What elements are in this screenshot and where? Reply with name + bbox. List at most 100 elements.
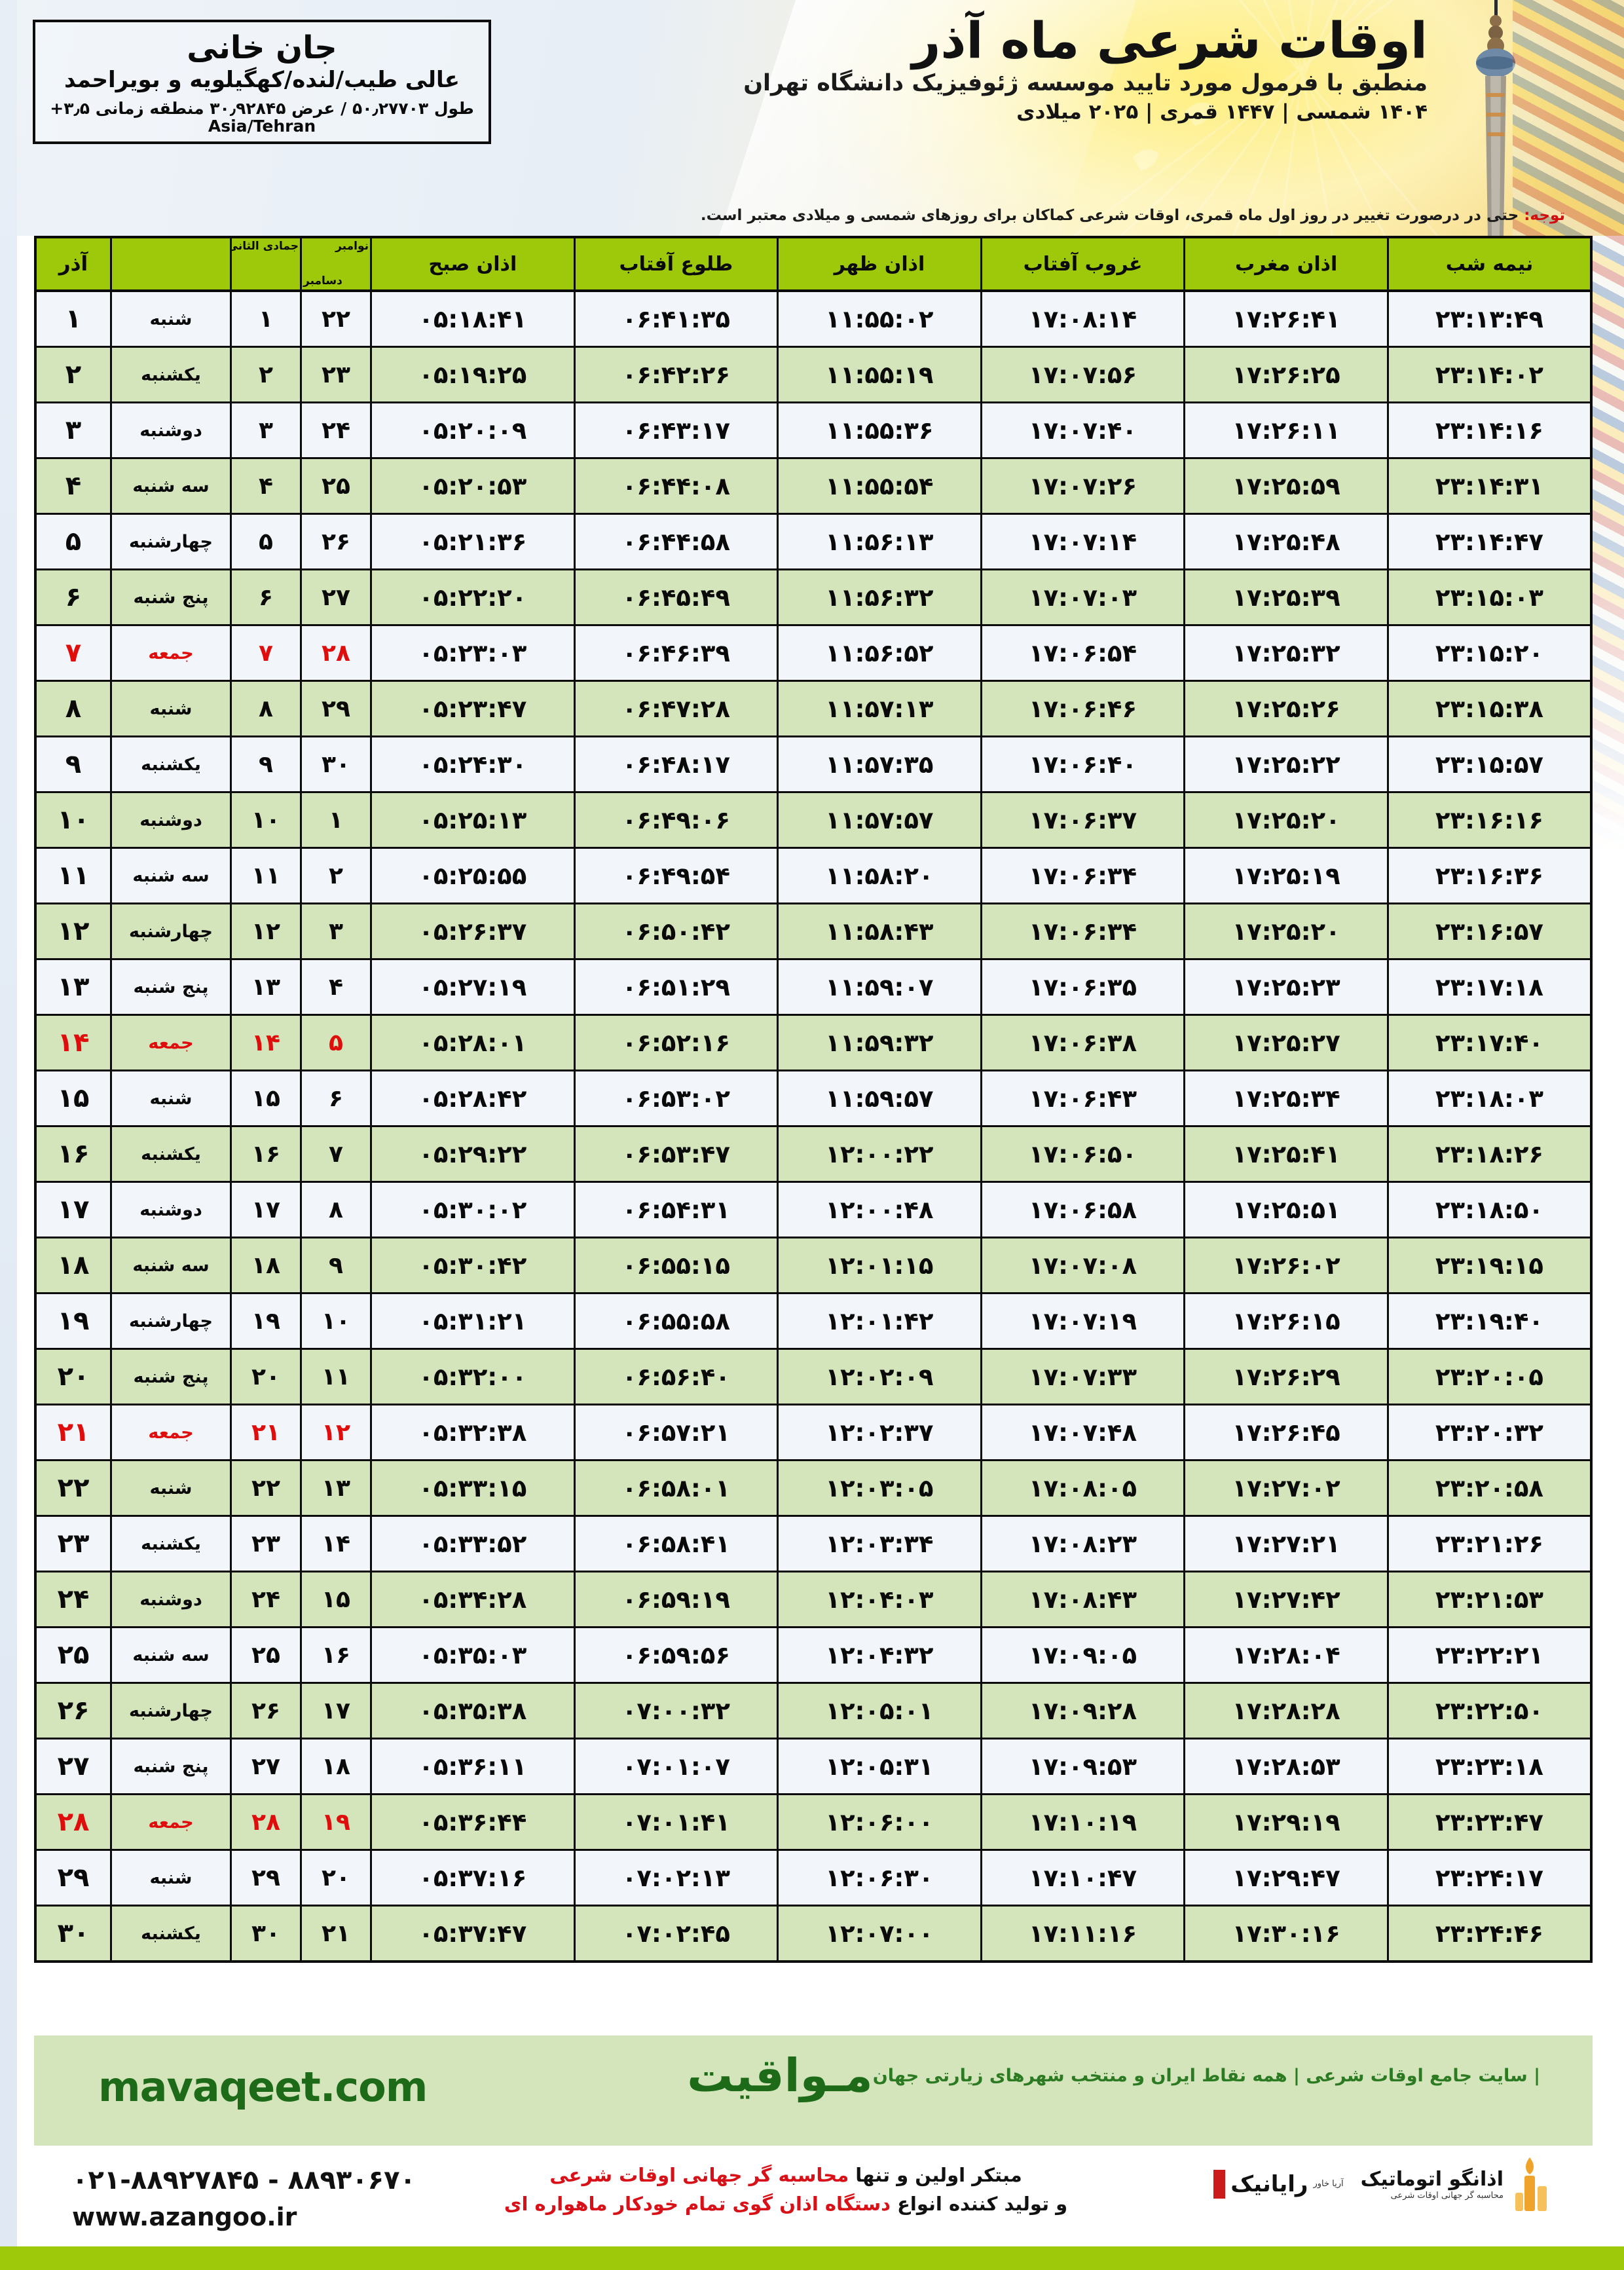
cell-zohr: ۱۲:۰۴:۳۲ bbox=[777, 1626, 982, 1683]
cell-zohr: ۱۱:۵۶:۵۲ bbox=[777, 624, 982, 681]
cell-weekday: یکشنبه bbox=[110, 1515, 231, 1572]
cell-hijri: ۱۰ bbox=[230, 791, 301, 848]
cell-hijri: ۱۴ bbox=[230, 1014, 301, 1071]
cell-greg: ۱۲ bbox=[300, 1404, 371, 1461]
cell-ghorub: ۱۷:۰۷:۰۳ bbox=[980, 568, 1185, 625]
cell-weekday: شنبه bbox=[110, 1849, 231, 1906]
cell-zohr: ۱۱:۵۶:۳۲ bbox=[777, 568, 982, 625]
cell-greg: ۲۴ bbox=[300, 401, 371, 458]
cell-maghreb: ۱۷:۲۶:۴۵ bbox=[1183, 1404, 1388, 1461]
cell-tolu: ۰۶:۵۷:۲۱ bbox=[573, 1404, 778, 1461]
table-row: ۲۳:۱۳:۴۹ ۱۷:۲۶:۴۱ ۱۷:۰۸:۱۴ ۱۱:۵۵:۰۲ ۰۶:۴۱:۳۵… bbox=[35, 289, 1591, 347]
cell-maghreb: ۱۷:۲۵:۲۷ bbox=[1183, 1014, 1388, 1071]
prayer-times-table-wrap: نیمه شب اذان مغرب غروب آفتاب اذان ظهر طل… bbox=[34, 236, 1593, 1963]
cell-sobh: ۰۵:۱۹:۲۵ bbox=[370, 346, 575, 403]
cell-tolu: ۰۶:۴۵:۴۹ bbox=[573, 568, 778, 625]
cell-ghorub: ۱۷:۰۸:۲۳ bbox=[980, 1515, 1185, 1572]
cell-maghreb: ۱۷:۲۸:۰۴ bbox=[1183, 1626, 1388, 1683]
cell-tolu: ۰۶:۵۲:۱۶ bbox=[573, 1014, 778, 1071]
cell-weekday: چهارشنبه bbox=[110, 1682, 231, 1739]
cell-weekday: دوشنبه bbox=[110, 791, 231, 848]
cell-hijri: ۲۹ bbox=[230, 1849, 301, 1906]
cell-weekday: پنج شنبه bbox=[110, 568, 231, 625]
table-head: نیمه شب اذان مغرب غروب آفتاب اذان ظهر طل… bbox=[35, 237, 1591, 292]
footer-domain[interactable]: mavaqeet.com bbox=[98, 2063, 428, 2111]
cell-ghorub: ۱۷:۰۷:۴۸ bbox=[980, 1404, 1185, 1461]
cell-nimeh: ۲۳:۱۳:۴۹ bbox=[1386, 289, 1591, 347]
cell-weekday: دوشنبه bbox=[110, 1571, 231, 1628]
cell-weekday: چهارشنبه bbox=[110, 902, 231, 959]
cell-weekday: سه شنبه bbox=[110, 1626, 231, 1683]
cell-hijri: ۱۲ bbox=[230, 902, 301, 959]
cell-greg: ۲۲ bbox=[300, 289, 371, 347]
cell-hijri: ۲۳ bbox=[230, 1515, 301, 1572]
footer-phone-numbers: ۰۲۱-۸۸۹۲۷۸۴۵ - ۸۸۹۳۰۶۷۰ bbox=[72, 2165, 416, 2195]
cell-nimeh: ۲۳:۲۴:۴۶ bbox=[1386, 1905, 1591, 1962]
cell-sobh: ۰۵:۳۷:۱۶ bbox=[370, 1849, 575, 1906]
note-label: توجه: bbox=[1524, 207, 1565, 224]
table-row: ۲۳:۲۱:۲۶ ۱۷:۲۷:۲۱ ۱۷:۰۸:۲۳ ۱۲:۰۳:۳۴ ۰۶:۵۸:۴۱… bbox=[35, 1515, 1591, 1572]
cell-tolu: ۰۶:۴۳:۱۷ bbox=[573, 401, 778, 458]
cell-azar: ۹ bbox=[35, 735, 111, 792]
cell-tolu: ۰۶:۵۵:۵۸ bbox=[573, 1292, 778, 1349]
cell-sobh: ۰۵:۲۹:۲۲ bbox=[370, 1125, 575, 1182]
cell-nimeh: ۲۳:۱۶:۱۶ bbox=[1386, 791, 1591, 848]
cell-greg: ۲۳ bbox=[300, 346, 371, 403]
location-box: جان خانی عالی طیب/لنده/کهگیلویه و بویراح… bbox=[33, 20, 491, 144]
cell-nimeh: ۲۳:۱۸:۵۰ bbox=[1386, 1181, 1591, 1238]
footer-slogan-line2-highlight: دستگاه اذان گوی تمام خودکار ماهواره ای bbox=[504, 2192, 891, 2215]
cell-nimeh: ۲۳:۱۵:۳۸ bbox=[1386, 680, 1591, 737]
cell-sobh: ۰۵:۳۰:۴۲ bbox=[370, 1237, 575, 1293]
cell-nimeh: ۲۳:۱۹:۱۵ bbox=[1386, 1237, 1591, 1293]
cell-ghorub: ۱۷:۰۶:۳۸ bbox=[980, 1014, 1185, 1071]
cell-tolu: ۰۶:۴۴:۰۸ bbox=[573, 457, 778, 514]
note-line: توجه: حتی در درصورت تغییر در روز اول ماه… bbox=[65, 207, 1565, 224]
cell-maghreb: ۱۷:۲۹:۱۹ bbox=[1183, 1793, 1388, 1850]
table-row: ۲۳:۱۴:۳۱ ۱۷:۲۵:۵۹ ۱۷:۰۷:۲۶ ۱۱:۵۵:۵۴ ۰۶:۴۴:۰۸… bbox=[35, 457, 1591, 514]
table-row: ۲۳:۱۶:۳۶ ۱۷:۲۵:۱۹ ۱۷:۰۶:۳۴ ۱۱:۵۸:۲۰ ۰۶:۴۹:۵۴… bbox=[35, 847, 1591, 904]
cell-greg: ۸ bbox=[300, 1181, 371, 1238]
footer-logos: رایانیک آریا خاور اذانگو اتوماتیک محاسبه… bbox=[1213, 2156, 1552, 2212]
cell-azar: ۱۶ bbox=[35, 1125, 111, 1182]
footer-brand-tagline: | سایت جامع اوقات شرعی | همه نقاط ایران … bbox=[872, 2065, 1540, 2086]
note-text: حتی در درصورت تغییر در روز اول ماه قمری،… bbox=[700, 207, 1524, 224]
col-header-azar: آذر bbox=[35, 237, 111, 292]
footer-website[interactable]: www.azangoo.ir bbox=[72, 2203, 297, 2231]
cell-azar: ۱۱ bbox=[35, 847, 111, 904]
cell-tolu: ۰۷:۰۱:۴۱ bbox=[573, 1793, 778, 1850]
location-region: عالی طیب/لنده/کهگیلویه و بویراحمد bbox=[64, 67, 460, 94]
cell-tolu: ۰۶:۴۱:۳۵ bbox=[573, 289, 778, 347]
cell-greg: ۱۵ bbox=[300, 1571, 371, 1628]
cell-ghorub: ۱۷:۱۰:۴۷ bbox=[980, 1849, 1185, 1906]
cell-maghreb: ۱۷:۲۵:۴۱ bbox=[1183, 1125, 1388, 1182]
cell-weekday: سه شنبه bbox=[110, 1237, 231, 1293]
cell-hijri: ۱۷ bbox=[230, 1181, 301, 1238]
cell-hijri: ۲۱ bbox=[230, 1404, 301, 1461]
cell-maghreb: ۱۷:۲۶:۲۹ bbox=[1183, 1348, 1388, 1405]
table-row: ۲۳:۲۳:۱۸ ۱۷:۲۸:۵۳ ۱۷:۰۹:۵۳ ۱۲:۰۵:۳۱ ۰۷:۰۱:۰۷… bbox=[35, 1738, 1591, 1795]
cell-maghreb: ۱۷:۲۵:۱۹ bbox=[1183, 847, 1388, 904]
cell-greg: ۵ bbox=[300, 1014, 371, 1071]
cell-tolu: ۰۶:۴۲:۲۶ bbox=[573, 346, 778, 403]
azangoo-logo-text: اذانگو اتوماتیک محاسبه گر جهانی اوقات شر… bbox=[1361, 2168, 1504, 2201]
cell-nimeh: ۲۳:۲۰:۰۵ bbox=[1386, 1348, 1591, 1405]
cell-weekday: سه شنبه bbox=[110, 457, 231, 514]
table-row: ۲۳:۲۴:۴۶ ۱۷:۳۰:۱۶ ۱۷:۱۱:۱۶ ۱۲:۰۷:۰۰ ۰۷:۰۲:۴۵… bbox=[35, 1905, 1591, 1962]
cell-hijri: ۲۶ bbox=[230, 1682, 301, 1739]
cell-azar: ۲۱ bbox=[35, 1404, 111, 1461]
cell-sobh: ۰۵:۳۶:۴۴ bbox=[370, 1793, 575, 1850]
cell-azar: ۵ bbox=[35, 513, 111, 570]
cell-weekday: شنبه bbox=[110, 289, 231, 347]
cell-azar: ۱۰ bbox=[35, 791, 111, 848]
cell-azar: ۱۷ bbox=[35, 1181, 111, 1238]
cell-hijri: ۱۸ bbox=[230, 1237, 301, 1293]
cell-ghorub: ۱۷:۰۹:۰۵ bbox=[980, 1626, 1185, 1683]
cell-azar: ۱۳ bbox=[35, 958, 111, 1015]
cell-azar: ۲ bbox=[35, 346, 111, 403]
footer-slogan-line2-plain: و تولید کننده انواع bbox=[890, 2192, 1068, 2215]
cell-ghorub: ۱۷:۰۶:۴۶ bbox=[980, 680, 1185, 737]
col-header-tolu-aftab: طلوع آفتاب bbox=[573, 237, 778, 292]
cell-greg: ۱۸ bbox=[300, 1738, 371, 1795]
cell-azar: ۲۹ bbox=[35, 1849, 111, 1906]
cell-azar: ۱۲ bbox=[35, 902, 111, 959]
